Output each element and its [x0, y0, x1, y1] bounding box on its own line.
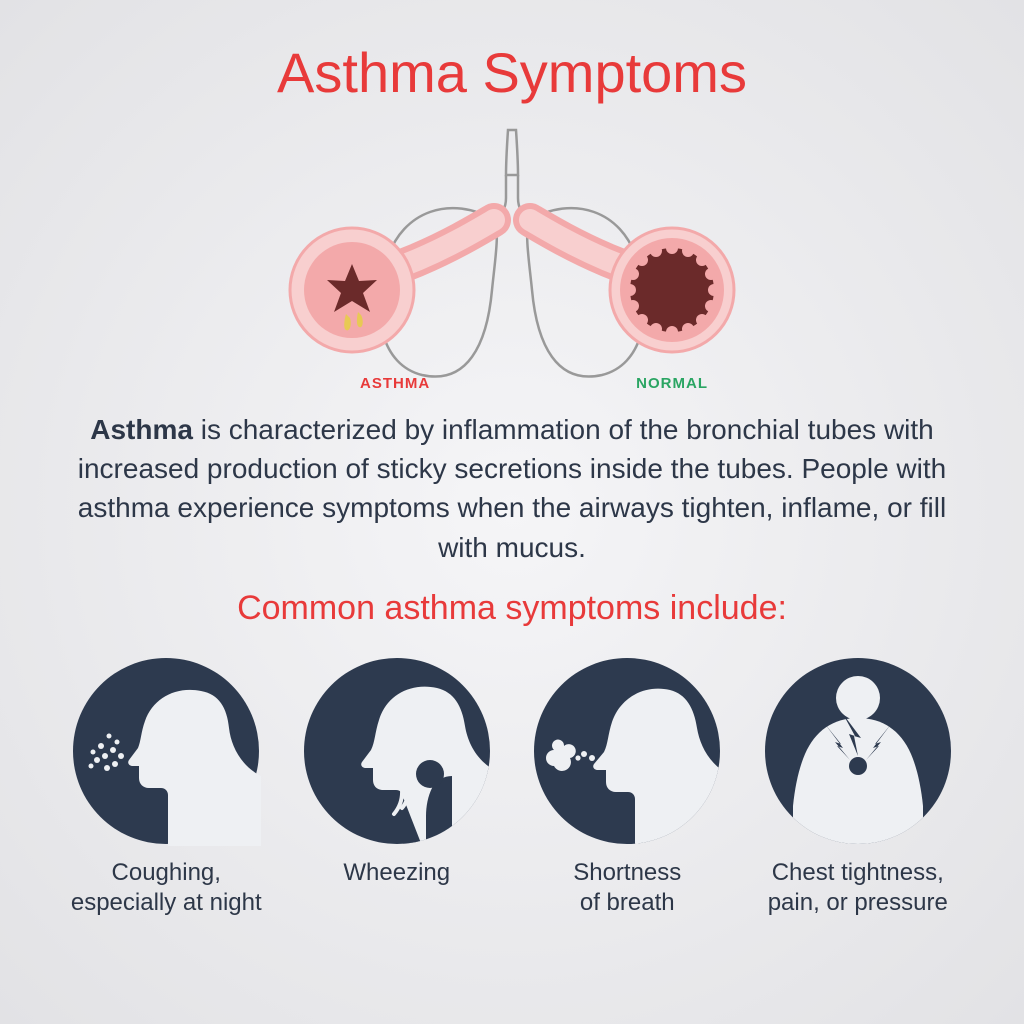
lungs-diagram: ASTHMA NORMAL [252, 120, 772, 400]
symptom-label: Wheezing [343, 858, 450, 888]
symptom-chest: Chest tightness,pain, or pressure [752, 656, 965, 918]
normal-label: NORMAL [636, 375, 708, 392]
description-rest: is characterized by inflammation of the … [78, 414, 946, 563]
symptoms-row: Coughing,especially at night [60, 656, 964, 918]
wheezing-icon [302, 656, 492, 846]
shortness-breath-icon [532, 656, 722, 846]
description-bold: Asthma [90, 414, 193, 445]
chest-tightness-icon [763, 656, 953, 846]
symptom-wheezing: Wheezing [291, 656, 504, 918]
symptom-label: Coughing,especially at night [71, 858, 262, 918]
page-title: Asthma Symptoms [277, 40, 747, 105]
lungs-svg [252, 120, 772, 400]
symptom-label: Chest tightness,pain, or pressure [768, 858, 948, 918]
description-text: Asthma is characterized by inflammation … [60, 410, 964, 567]
symptom-shortness: Shortnessof breath [521, 656, 734, 918]
symptom-label: Shortnessof breath [573, 858, 681, 918]
coughing-icon [71, 656, 261, 846]
infographic-container: Asthma Symptoms [0, 0, 1024, 1024]
asthma-label: ASTHMA [360, 375, 430, 392]
symptom-coughing: Coughing,especially at night [60, 656, 273, 918]
symptoms-subtitle: Common asthma symptoms include: [237, 589, 787, 628]
